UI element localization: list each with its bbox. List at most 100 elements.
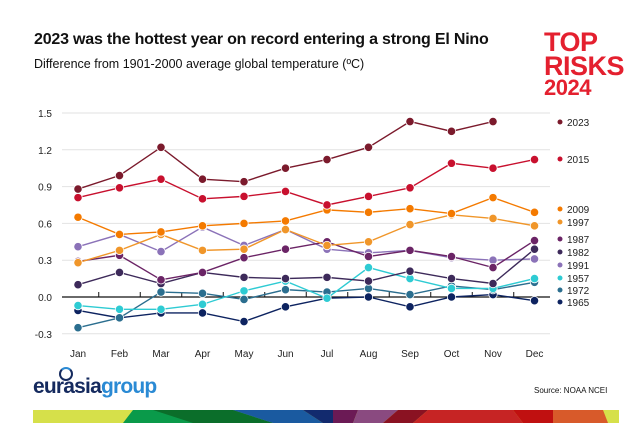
legend-label-2015: 2015 [567, 155, 590, 166]
data-point-1965 [280, 302, 291, 312]
data-point-1982 [446, 273, 457, 284]
data-point-1987 [446, 251, 457, 262]
logo-text: eurasia [33, 375, 102, 398]
data-point-2015 [197, 194, 208, 204]
y-tick-label: -0.3 [35, 330, 53, 341]
legend-marker-2023 [557, 119, 563, 125]
series-line-1972 [77, 281, 535, 329]
legend-marker-1987 [557, 236, 563, 242]
data-point-1987 [529, 235, 540, 246]
data-point-2015 [405, 183, 415, 193]
data-point-2023 [73, 184, 83, 194]
data-point-2009 [280, 216, 291, 226]
data-point-1972 [73, 323, 83, 333]
legend-marker-1991 [557, 262, 563, 268]
data-point-1982 [529, 244, 540, 254]
data-point-1972 [405, 289, 415, 300]
x-tick-label: Dec [526, 349, 544, 360]
data-point-2023 [488, 116, 498, 127]
legend-label-2009: 2009 [567, 205, 590, 216]
eurasia-group-logo: eurasiagroup [33, 375, 157, 399]
data-point-1982 [488, 278, 498, 289]
x-tick-label: May [235, 349, 254, 360]
data-point-2023 [156, 142, 166, 152]
data-point-1982 [322, 272, 332, 282]
y-tick-label: 1.5 [38, 109, 52, 120]
legend-label-1972: 1972 [567, 286, 590, 297]
data-point-2023 [114, 170, 125, 181]
series-line-1997 [77, 214, 535, 264]
legend-label-1991: 1991 [567, 261, 590, 272]
decorative-stripe [33, 410, 619, 423]
data-point-2009 [446, 208, 457, 219]
x-tick-label: Jul [321, 349, 334, 360]
series-line-1982 [77, 248, 535, 286]
legend-marker-2015 [557, 156, 563, 162]
badge-year: 2024 [544, 75, 591, 100]
x-tick-label: Sep [401, 349, 419, 360]
data-point-1965 [197, 308, 208, 318]
data-point-1991 [529, 254, 540, 264]
data-point-2015 [446, 158, 457, 168]
y-tick-label: 0.3 [38, 256, 52, 267]
data-point-2015 [156, 174, 166, 184]
x-tick-label: Nov [484, 349, 502, 360]
eurasia-logo-icon [59, 367, 73, 381]
data-point-1997 [363, 237, 374, 247]
data-point-2009 [405, 204, 415, 214]
badge-line: TOP [544, 27, 598, 57]
x-tick-label: Oct [444, 349, 460, 360]
data-point-2023 [322, 154, 332, 165]
data-point-1997 [322, 240, 332, 251]
legend-marker-1965 [557, 299, 563, 305]
data-point-1997 [197, 245, 208, 255]
data-point-1991 [73, 242, 83, 252]
data-point-2023 [197, 174, 208, 184]
top-risks-badge: TOP RISKS 2024 [544, 27, 625, 100]
data-point-1997 [488, 213, 498, 224]
data-point-1965 [446, 292, 457, 302]
data-point-1987 [488, 262, 498, 273]
data-point-1982 [114, 267, 125, 278]
data-point-2015 [239, 191, 249, 201]
data-point-1987 [156, 275, 166, 285]
series-line-1965 [77, 293, 535, 323]
data-point-1987 [239, 253, 249, 263]
series-line-2009 [77, 196, 535, 236]
x-tick-label: Jan [70, 349, 86, 360]
x-tick-label: Apr [195, 349, 211, 360]
data-point-1957 [363, 262, 374, 273]
x-tick-label: Aug [360, 349, 378, 360]
legend-marker-1957 [557, 275, 563, 281]
data-point-1972 [114, 313, 125, 323]
data-point-1965 [529, 296, 540, 306]
data-point-2009 [73, 212, 83, 222]
x-tick-label: Feb [111, 349, 129, 360]
line-chart: 1.5 1.2 0.9 0.6 0.3 0.0 -0.3 Jan Feb Mar Apr May Jun… [35, 109, 590, 360]
data-point-1972 [156, 287, 166, 297]
badge-line: RISKS [544, 51, 625, 81]
data-point-2015 [114, 183, 125, 193]
data-point-2015 [280, 186, 291, 197]
data-point-2023 [405, 116, 415, 127]
data-point-1957 [114, 304, 125, 314]
series-line-2015 [77, 158, 535, 206]
data-point-1997 [73, 258, 83, 268]
data-point-1965 [239, 316, 249, 327]
data-point-1987 [363, 251, 374, 262]
data-point-1972 [197, 288, 208, 298]
legend-marker-1982 [557, 249, 563, 255]
data-point-1987 [405, 245, 415, 255]
data-point-1997 [529, 221, 540, 231]
data-point-1957 [529, 273, 540, 284]
data-point-2015 [363, 191, 374, 201]
y-tick-label: 0.0 [38, 293, 52, 304]
legend-label-1965: 1965 [567, 298, 590, 309]
data-point-2009 [114, 229, 125, 240]
data-point-2023 [446, 126, 457, 136]
series-line-2023 [77, 120, 494, 190]
data-point-1982 [239, 272, 249, 282]
y-tick-label: 0.9 [38, 183, 52, 194]
data-point-2009 [239, 218, 249, 228]
legend-marker-1997 [557, 219, 563, 225]
